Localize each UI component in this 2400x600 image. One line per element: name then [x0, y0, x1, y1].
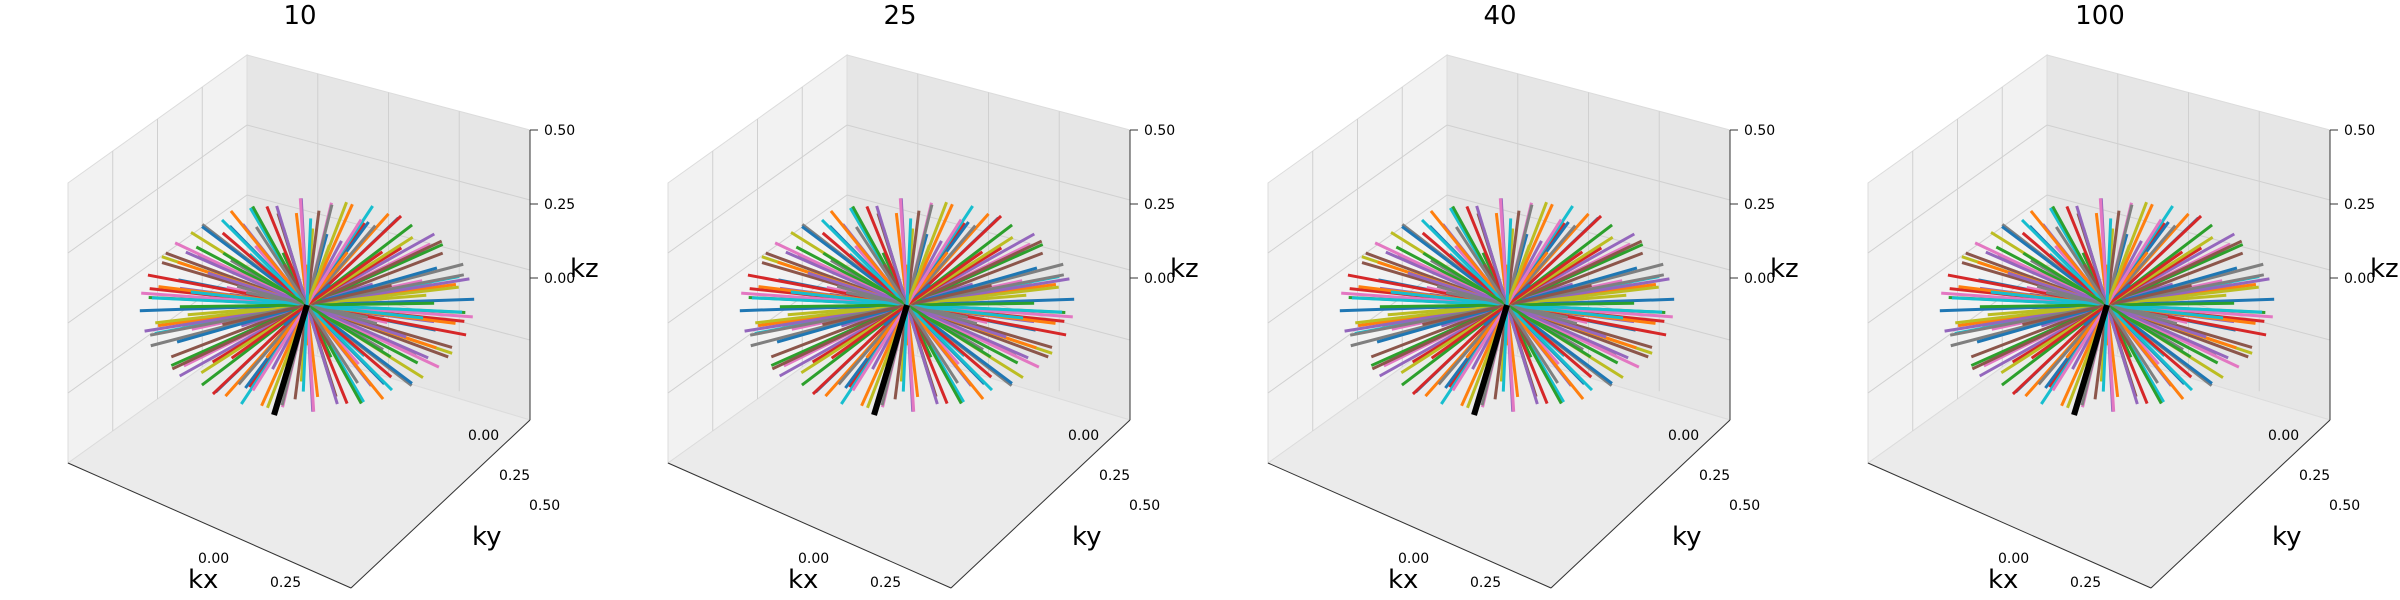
x-axis-label: kx [1988, 565, 2018, 595]
y-tick-label: 0.00 [1668, 428, 1699, 444]
x-axis-line [667, 462, 952, 589]
z-tick-label: 0.25 [2344, 197, 2375, 213]
y-tick-label: 0.50 [1729, 498, 1760, 514]
grid-line [246, 194, 531, 271]
y-axis-line [950, 419, 1131, 589]
y-tick-label: 0.50 [529, 498, 560, 514]
y-axis-label: ky [2272, 522, 2302, 552]
y-tick-label: 0.50 [2329, 498, 2360, 514]
x-axis-label: kx [788, 565, 818, 595]
y-tick-label: 0.50 [1129, 498, 1160, 514]
y-axis-label: ky [1072, 522, 1102, 552]
grid-line [1267, 194, 1448, 324]
highlight-spoke [1471, 304, 1510, 416]
z-axis-label: kz [1170, 254, 1199, 284]
z-tick-label: 0.25 [1744, 197, 1775, 213]
subplot-title: 100 [2075, 1, 2125, 31]
grid-line [2046, 194, 2331, 271]
grid-line [1867, 194, 2048, 324]
highlight-spoke [2071, 304, 2110, 416]
z-tick-label: 0.50 [2344, 123, 2375, 139]
x-tick-label: 0.00 [198, 551, 229, 567]
y-tick-label: 0.25 [1699, 468, 1730, 484]
y-tick-label: 0.25 [2299, 468, 2330, 484]
z-axis-label: kz [2370, 254, 2399, 284]
z-tick-label: 0.50 [544, 123, 575, 139]
y-tick-label: 0.00 [2268, 428, 2299, 444]
y-axis-line [2150, 419, 2331, 589]
x-tick-label: 0.00 [1998, 551, 2029, 567]
y-tick-label: 0.25 [1099, 468, 1130, 484]
x-axis-label: kx [188, 565, 218, 595]
grid-line [67, 194, 248, 324]
y-tick-label: 0.00 [1068, 428, 1099, 444]
z-axis-label: kz [1770, 254, 1799, 284]
x-tick-label: 0.00 [798, 551, 829, 567]
y-axis-label: ky [1672, 522, 1702, 552]
z-tick-label: 0.25 [1144, 197, 1175, 213]
z-tick-label: 0.25 [544, 197, 575, 213]
highlight-spoke [271, 304, 310, 416]
subplot-title: 40 [1483, 1, 1516, 31]
x-tick-label: 0.25 [2070, 575, 2101, 591]
y-axis-line [1550, 419, 1731, 589]
y-tick-label: 0.25 [499, 468, 530, 484]
x-tick-label: 0.25 [270, 575, 301, 591]
x-tick-label: 0.25 [870, 575, 901, 591]
y-axis-line [350, 419, 531, 589]
x-tick-label: 0.00 [1398, 551, 1429, 567]
grid-line [1446, 194, 1731, 271]
x-tick-label: 0.25 [1470, 575, 1501, 591]
y-tick-label: 0.00 [468, 428, 499, 444]
z-tick-label: 0.50 [1744, 123, 1775, 139]
z-tick-label: 0.00 [1144, 271, 1175, 287]
z-tick-label: 0.00 [1744, 271, 1775, 287]
grid-line [846, 194, 1131, 271]
x-axis-label: kx [1388, 565, 1418, 595]
x-axis-line [1267, 462, 1552, 589]
z-axis-label: kz [570, 254, 599, 284]
subplot-title: 25 [883, 1, 916, 31]
subplot-4: 0.500.250.00kz0.500.250.00ky0.000.25kx10… [1866, 1, 2399, 595]
subplot-title: 10 [283, 1, 316, 31]
highlight-spoke [871, 304, 910, 416]
y-axis-label: ky [472, 522, 502, 552]
z-tick-label: 0.00 [544, 271, 575, 287]
x-axis-line [1867, 462, 2152, 589]
x-axis-line [67, 462, 352, 589]
z-tick-label: 0.50 [1144, 123, 1175, 139]
grid-line [667, 194, 848, 324]
z-tick-label: 0.00 [2344, 271, 2375, 287]
